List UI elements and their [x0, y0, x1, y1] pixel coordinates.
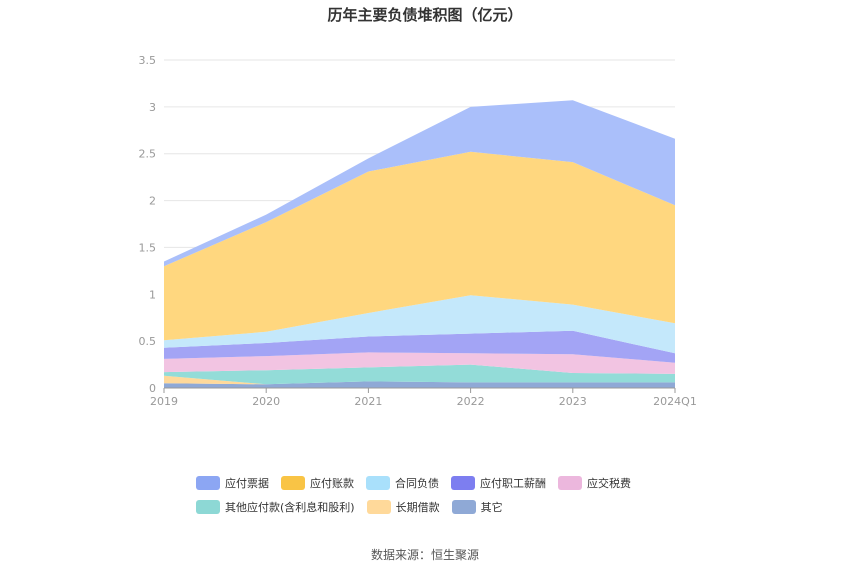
- y-tick-label: 1: [149, 288, 156, 301]
- y-tick-label: 1.5: [139, 241, 157, 254]
- area-series: [164, 352, 675, 374]
- area-series: [164, 100, 675, 267]
- y-tick-label: 0: [149, 382, 156, 395]
- data-source-note: 数据来源：恒生聚源: [370, 548, 479, 562]
- legend-label: 应付账款: [310, 477, 354, 490]
- area-series: [164, 381, 675, 388]
- legend-item[interactable]: 应交税费: [558, 475, 631, 491]
- legend-item[interactable]: 长期借款: [366, 499, 440, 515]
- legend-item[interactable]: 应付账款: [281, 475, 354, 491]
- legend-swatch: [196, 500, 220, 514]
- legend-label: 应付票据: [225, 477, 269, 490]
- legend-item[interactable]: 其它: [451, 499, 503, 515]
- legend: 应付票据 应付账款 合同负债 应付职工薪酬 应交税费 其他应付款(含利息和股利) 长期借款…: [196, 471, 716, 519]
- axes: 0 0.5 1 1.5 2 2.5 3 3.5 2019 2020 2021 2022 2023 2024…: [139, 54, 697, 408]
- legend-swatch: [558, 476, 582, 490]
- y-tick-label: 3.5: [139, 54, 157, 67]
- x-tick-label: 2020: [252, 395, 280, 408]
- area-series: [164, 295, 675, 354]
- area-series: [164, 330, 675, 363]
- legend-swatch: [451, 500, 476, 514]
- area-series: [164, 364, 675, 385]
- y-tick-label: 0.5: [139, 335, 157, 348]
- y-tick-label: 2.5: [139, 148, 157, 161]
- legend-label: 合同负债: [395, 477, 439, 490]
- legend-label: 应交税费: [587, 477, 631, 490]
- legend-label: 其它: [480, 501, 503, 514]
- y-tick-label: 3: [149, 101, 156, 114]
- legend-swatch: [196, 476, 220, 490]
- legend-swatch: [281, 476, 305, 490]
- x-tick-label: 2021: [354, 395, 382, 408]
- x-tick-label: 2023: [559, 395, 587, 408]
- legend-swatch: [451, 476, 475, 490]
- chart-title: 历年主要负债堆积图（亿元）: [327, 6, 523, 24]
- legend-swatch: [366, 476, 390, 490]
- x-tick-label: 2022: [457, 395, 485, 408]
- legend-label: 其他应付款(含利息和股利): [225, 501, 355, 514]
- legend-row: 其他应付款(含利息和股利) 长期借款 其它: [196, 495, 716, 519]
- area-series-group: [164, 100, 675, 388]
- x-tick-label: 2024Q1: [653, 395, 697, 408]
- legend-item[interactable]: 应付票据: [196, 475, 269, 491]
- legend-row: 应付票据 应付账款 合同负债 应付职工薪酬 应交税费: [196, 471, 716, 495]
- x-tick-label: 2019: [150, 395, 178, 408]
- legend-item[interactable]: 其他应付款(含利息和股利): [196, 499, 355, 515]
- area-series: [164, 375, 675, 385]
- area-series: [164, 151, 675, 341]
- y-tick-label: 2: [149, 195, 156, 208]
- legend-item[interactable]: 合同负债: [366, 475, 439, 491]
- legend-item[interactable]: 应付职工薪酬: [451, 475, 546, 491]
- legend-label: 应付职工薪酬: [480, 477, 546, 490]
- legend-label: 长期借款: [395, 501, 440, 514]
- legend-swatch: [366, 500, 391, 514]
